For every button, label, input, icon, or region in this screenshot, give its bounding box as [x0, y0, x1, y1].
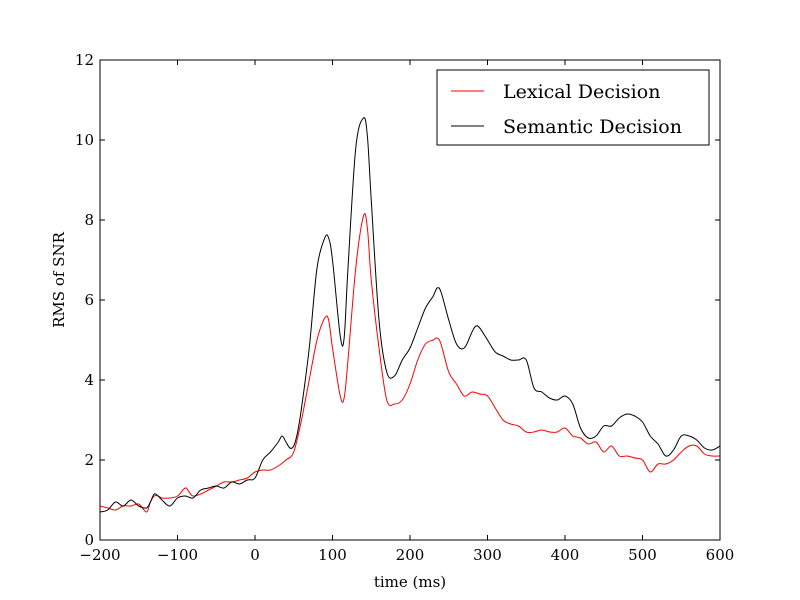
y-tick-label: 4 [84, 371, 94, 389]
y-tick-label: 2 [84, 451, 94, 469]
legend: Lexical Decision Semantic Decision [436, 69, 710, 146]
y-axis-label: RMS of SNR [50, 231, 68, 327]
tick-layer: −200 −100 0 100 200 300 400 500 600 0 2 4 6 8 10 12 [75, 51, 734, 564]
x-tick-label: 0 [250, 546, 260, 564]
legend-box [436, 69, 710, 146]
y-tick-label: 10 [75, 131, 94, 149]
series-line-lexical-decision [99, 213, 721, 513]
x-tick-label: −200 [79, 546, 120, 564]
y-tick-label: 6 [84, 291, 94, 309]
x-tick-label: −100 [157, 546, 198, 564]
x-tick-label: 500 [628, 546, 657, 564]
x-tick-label: 600 [706, 546, 735, 564]
series-layer [99, 117, 721, 513]
x-tick-label: 300 [473, 546, 502, 564]
x-axis-label: time (ms) [374, 573, 446, 591]
legend-label-lexical-decision: Lexical Decision [503, 81, 660, 103]
legend-label-semantic-decision: Semantic Decision [503, 116, 682, 138]
y-tick-label: 8 [84, 211, 94, 229]
x-tick-label: 400 [551, 546, 580, 564]
y-tick-label: 12 [75, 51, 94, 69]
y-tick-label: 0 [84, 531, 94, 549]
series-line-semantic-decision [99, 117, 721, 513]
x-tick-label: 200 [396, 546, 425, 564]
x-tick-label: 100 [318, 546, 347, 564]
